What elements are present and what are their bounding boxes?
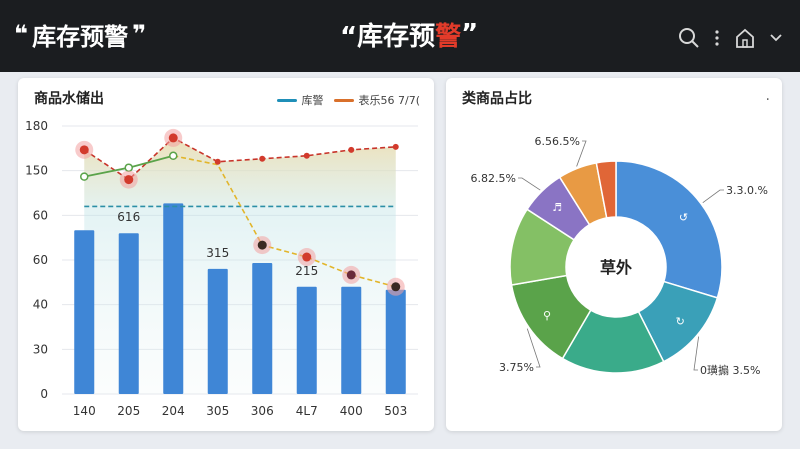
page-title: “库存预 警 ” (340, 14, 478, 54)
quote-close-icon: ❞ (132, 20, 147, 48)
series-line-red (83, 136, 396, 181)
slice-leader (702, 189, 724, 204)
y-tick-label: 150 (25, 164, 48, 178)
donut-slice-0 (615, 160, 723, 299)
bar-503 (385, 289, 406, 394)
series-line-yellow (173, 154, 396, 288)
chart-title: 商品水储出 (34, 91, 104, 107)
app-title: ❝ 库存预警 ❞ (14, 14, 146, 54)
bar-140 (74, 230, 95, 394)
marker-point (346, 270, 356, 280)
legend-label-1: 表乐56 7/7( (358, 94, 421, 107)
data-label: 315 (206, 246, 229, 260)
y-tick-label: 40 (33, 298, 48, 312)
slice-label: 3.3.0.% (726, 184, 768, 197)
y-tick-label: 180 (25, 119, 48, 133)
slice-leader (576, 140, 587, 167)
y-tick-label: 0 (40, 387, 48, 401)
page-title-suffix: ” (461, 19, 479, 49)
marker-red (259, 155, 266, 162)
bar-205 (118, 233, 139, 394)
donut-chart: ↺ 3.3.0.% ↻ 0璜搧 3.5% ⚲ 3.75% ♬ 6.82.5% 6.56.5% 草外 (471, 135, 768, 377)
combo-chart: 0 30 40 60 60 150 180 616 315 215 140 205 204 305 306 4… (25, 119, 418, 418)
legend-item-0[interactable]: 库警 (276, 92, 324, 108)
slice-label: 6.56.5% (535, 135, 580, 148)
data-label: 215 (295, 264, 318, 278)
donut-slice-7 (595, 160, 617, 219)
bar-400 (341, 286, 362, 394)
app-title-text: 库存预警 (32, 22, 129, 51)
legend-swatch-1 (333, 98, 354, 102)
legend-swatch-0 (276, 98, 297, 102)
marker-green (124, 163, 133, 172)
slice-icon: ⚲ (543, 309, 551, 322)
x-tick-label: 306 (251, 404, 274, 418)
marker-red (214, 158, 221, 165)
x-tick-label: 204 (162, 404, 185, 418)
x-tick-label: 205 (117, 404, 140, 418)
donut-title: 类商品占比 (462, 91, 532, 107)
x-tick-label: 503 (384, 404, 407, 418)
slice-label: 0璜搧 3.5% (700, 363, 760, 377)
marker-point (302, 252, 312, 262)
page-title-mark: 警 (435, 21, 462, 52)
slice-leader (693, 336, 700, 371)
marker-highlight (79, 145, 89, 155)
more-icon[interactable]: · (765, 92, 770, 108)
x-tick-label: 4L7 (296, 404, 318, 418)
x-tick-label: 140 (73, 404, 96, 418)
slice-leader (526, 328, 541, 368)
x-tick-label: 400 (340, 404, 363, 418)
x-tick-label: 305 (206, 404, 229, 418)
more-vertical-icon[interactable] (714, 29, 720, 47)
legend-item-1[interactable]: 表乐56 7/7( (333, 92, 421, 108)
marker-red (348, 146, 355, 153)
chevron-down-icon[interactable] (770, 34, 782, 42)
bar-306 (252, 262, 273, 394)
quote-open-icon: ❝ (14, 20, 29, 48)
marker-highlight (168, 133, 178, 143)
legend-label-0: 库警 (301, 94, 324, 107)
slice-label: 3.75% (499, 361, 534, 374)
marker-point (391, 282, 401, 292)
slice-icon: ↻ (676, 315, 685, 328)
marker-green (169, 151, 178, 161)
marker-point (257, 240, 267, 250)
slice-label: 6.82.5% (471, 172, 516, 185)
top-bar: ❝ 库存预警 ❞ “库存预 警 ” (0, 0, 800, 72)
page-title-prefix: “库存预 (340, 21, 436, 52)
marker-red (303, 152, 310, 159)
marker-green (80, 172, 89, 181)
y-tick-label: 60 (33, 208, 48, 222)
slice-icon: ↺ (679, 211, 688, 224)
y-tick-label: 30 (33, 342, 48, 356)
stock-band (84, 206, 396, 394)
slice-icon: ♬ (552, 201, 562, 214)
inventory-chart-card: 商品水储出 库警 表乐56 7/7( 0 30 40 60 60 150 180 616 315… (18, 78, 434, 431)
home-icon[interactable] (734, 27, 756, 49)
chart-legend: 库警 表乐56 7/7( (276, 92, 421, 108)
category-share-card: 类商品占比 · ↺ 3.3.0.% ↻ 0璜搧 3.5% ⚲ 3.75% ♬ 6.82.5% 6… (446, 78, 782, 431)
bar-4L7 (296, 286, 317, 394)
marker-highlight (124, 175, 134, 185)
data-label: 616 (117, 210, 140, 224)
y-tick-label: 60 (33, 253, 48, 267)
bar-305 (207, 268, 228, 394)
search-icon[interactable] (678, 27, 700, 49)
bar-204 (163, 203, 184, 394)
marker-red (392, 143, 399, 150)
donut-center-label: 草外 (600, 258, 632, 277)
slice-leader (518, 177, 541, 191)
